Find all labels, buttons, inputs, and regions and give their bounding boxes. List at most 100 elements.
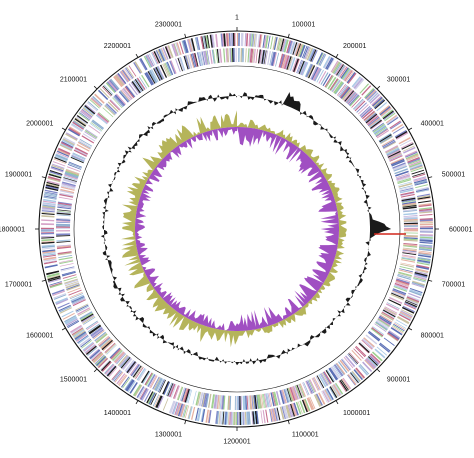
gene-feature [215,34,219,48]
position-tick [287,33,290,38]
gene-feature [391,123,404,132]
gene-feature [44,191,58,195]
gene-feature [57,302,70,309]
gene-feature [57,149,70,156]
gene-feature [413,276,427,282]
gene-feature [333,364,343,377]
gene-feature [387,331,400,340]
gene-feature [131,364,141,377]
gene-feature [387,150,401,158]
gene-feature [104,363,114,374]
gene-feature [201,392,206,407]
gene-feature [177,386,184,401]
gene-feature [419,237,433,240]
gene-feature [74,118,87,127]
gene-feature [244,33,247,47]
gene-feature [386,116,399,125]
gene-feature [131,80,141,94]
gene-feature [351,76,362,88]
position-label: 1200001 [223,439,250,446]
gene-feature [117,72,127,85]
gene-feature [65,282,80,289]
gene-feature [41,240,55,243]
position-label: 700001 [442,281,465,288]
gene-feature [292,42,298,55]
gene-feature [292,385,299,400]
gene-feature [205,409,210,423]
gene-feature [87,101,99,111]
gene-feature [42,249,56,253]
gene-feature [287,40,293,54]
gene-feature [57,203,72,207]
position-tick [335,53,339,58]
gene-feature [159,48,167,61]
gene-feature [173,385,179,399]
gene-feature [416,262,430,266]
gene-feature [63,177,77,182]
gene-feature [183,55,189,70]
gene-feature [221,395,225,410]
gene-feature [316,69,324,83]
gene-feature [132,80,142,93]
gene-feature [347,374,356,386]
gene-feature [418,200,432,204]
gene-feature [125,379,134,391]
gene-feature [57,251,72,255]
gene-feature [409,289,423,295]
gene-feature [261,394,265,408]
gene-feature [399,185,413,190]
gene-feature [392,289,406,296]
gene-feature [380,136,393,145]
gene-feature [107,101,119,113]
gene-feature [382,110,394,120]
gene-feature [366,90,377,101]
position-tick [184,420,187,425]
gene-feature [395,131,408,139]
gene-feature [385,303,400,311]
gene-feature [126,361,137,374]
position-tick [408,327,413,331]
gene-feature [59,263,74,267]
gene-feature [307,397,315,410]
gene-feature [42,254,56,258]
gene-feature [299,61,307,75]
gene-feature [370,328,383,338]
gene-feature [329,367,339,380]
gene-feature [140,388,148,401]
gene-feature [397,317,409,325]
gene-feature [331,366,341,379]
gene-feature [402,252,417,256]
gene-feature [163,381,171,395]
gene-feature [42,202,56,205]
gene-feature [390,293,404,301]
gene-feature [71,123,83,131]
position-label: 600001 [449,227,472,234]
gene-feature [369,93,381,104]
gene-feature [327,58,335,71]
gene-feature [200,408,204,422]
gene-feature [342,88,353,101]
gene-feature [125,360,136,373]
gene-feature [162,47,169,60]
gene-feature [41,223,55,226]
gene-feature [400,310,413,318]
gene-feature [207,409,211,423]
gene-feature [376,320,389,330]
gene-feature [341,378,350,390]
gene-feature [402,206,417,210]
gene-feature [80,312,93,321]
gene-feature [41,208,56,212]
gene-feature [136,367,146,381]
gene-feature [353,77,364,89]
gene-feature [230,411,232,425]
gene-feature [73,330,86,339]
gene-feature [411,281,425,287]
gene-feature [42,202,56,207]
gene-feature [197,408,202,422]
gene-feature [84,105,96,115]
gene-feature [174,402,180,415]
gene-feature [394,168,408,175]
gene-feature [249,48,253,63]
gene-feature [67,287,81,294]
gene-feature [179,41,184,55]
